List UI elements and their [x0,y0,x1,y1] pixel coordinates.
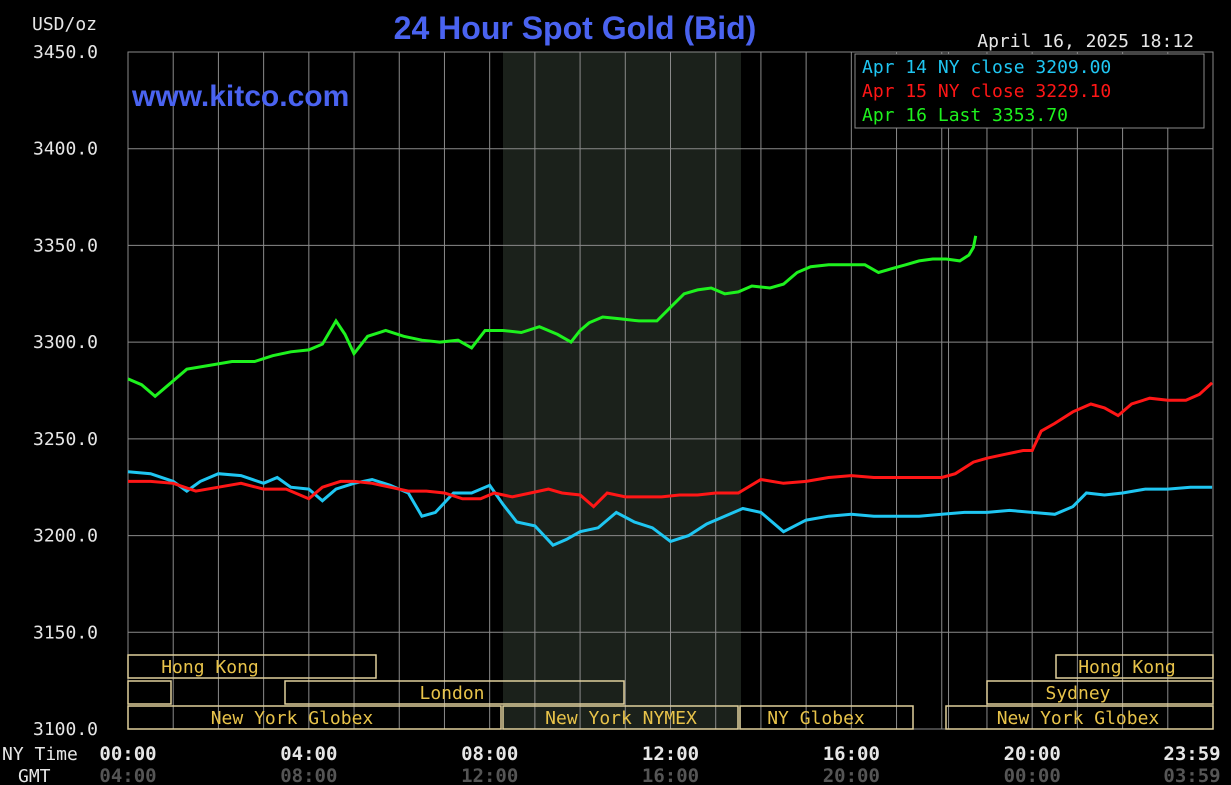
legend-apr14: Apr 14 NY close 3209.00 [862,57,1111,78]
y-axis: 3100.0 3150.0 3200.0 3250.0 3300.0 3350.0 3400… [33,42,98,740]
website-watermark: www.kitco.com [131,80,349,113]
legend-box [854,53,1205,129]
y-tick-label: 3400.0 [33,139,98,160]
series-line-apr16 [127,235,978,399]
session-box-nymex [502,705,739,730]
x-tick-label-ny: 08:00 [461,743,518,765]
session-box-london-pre [127,680,172,705]
session-label-nymex: New York NYMEX [545,708,697,729]
series-line-apr15 [128,381,1214,509]
unit-label: USD/oz [32,14,97,35]
legend: Apr 14 NY close 3209.00 Apr 15 NY close … [854,53,1205,129]
y-tick-label: 3450.0 [33,42,98,63]
y-tick-label: 3200.0 [33,526,98,547]
session-box-ny-globex-2 [739,705,914,730]
session-label-hong-kong-2: Hong Kong [1078,657,1176,678]
session-label-sydney: Sydney [1045,683,1110,704]
legend-apr15: Apr 15 NY close 3229.10 [862,81,1111,102]
timestamp: April 16, 2025 18:12 [977,31,1194,52]
x-tick-label-gmt: 08:00 [280,765,337,785]
y-tick-label: 3100.0 [33,719,98,740]
x-tick-label-gmt: 00:00 [1004,765,1061,785]
session-label-ny-globex-2: NY Globex [767,708,865,729]
session-label-ny-globex: New York Globex [211,708,374,729]
market-sessions: Hong Kong Hong Kong London Sydney New Yo… [127,654,1214,730]
session-box-hong-kong [127,654,377,679]
session-box-sydney [986,680,1214,705]
session-box-hong-kong-2 [1055,654,1214,679]
x-tick-label-ny: 23:59 [1163,743,1220,765]
y-tick-label: 3150.0 [33,622,98,643]
x-axis: 00:0004:0004:0008:0008:0012:0012:0016:00… [99,743,1220,785]
session-label-ny-globex-3: New York Globex [997,708,1160,729]
ny-time-row-label: NY Time [2,744,78,765]
session-label-hong-kong: Hong Kong [161,657,259,678]
chart-title: 24 Hour Spot Gold (Bid) [394,10,757,46]
nymex-session-shade [503,52,741,729]
y-tick-label: 3300.0 [33,332,98,353]
legend-apr16: Apr 16 Last 3353.70 [862,105,1068,126]
y-tick-label: 3250.0 [33,429,98,450]
x-tick-label-gmt: 20:00 [823,765,880,785]
x-tick-label-ny: 16:00 [823,743,880,765]
x-tick-label-ny: 04:00 [280,743,337,765]
session-box-london [284,680,625,705]
x-tick-label-gmt: 12:00 [461,765,518,785]
x-tick-label-gmt: 03:59 [1163,765,1220,785]
gmt-row-label: GMT [18,766,51,785]
series-line-apr14 [127,470,1213,547]
session-box-ny-globex [127,705,502,730]
session-label-london: London [419,683,484,704]
x-tick-label-gmt: 16:00 [642,765,699,785]
x-tick-label-ny: 00:00 [99,743,156,765]
x-tick-label-ny: 20:00 [1004,743,1061,765]
session-box-ny-globex-3 [945,705,1214,730]
x-tick-label-ny: 12:00 [642,743,699,765]
x-tick-label-gmt: 04:00 [99,765,156,785]
y-tick-label: 3350.0 [33,235,98,256]
